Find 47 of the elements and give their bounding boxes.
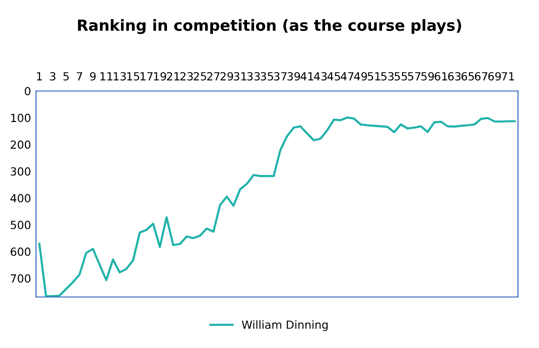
x-tick-label: 61 <box>434 72 448 81</box>
chart-title: Ranking in competition (as the course plays) <box>78 19 462 34</box>
y-tick-label: 100 <box>11 114 30 122</box>
x-tick-label: 41 <box>300 72 314 80</box>
x-tick-label: 67 <box>474 72 488 81</box>
x-tick-label: 21 <box>166 72 180 80</box>
x-tick-label: 65 <box>462 72 474 81</box>
x-tick-label: 57 <box>408 72 420 81</box>
x-tick-label: 37 <box>274 72 286 81</box>
x-tick-label: 47 <box>340 72 354 80</box>
x-tick-label: 53 <box>381 72 394 81</box>
x-tick-label: 35 <box>260 72 274 81</box>
x-tick-label: 45 <box>327 72 340 81</box>
x-tick-label: 71 <box>502 72 514 80</box>
x-tick-label: 29 <box>220 72 234 81</box>
y-tick-label: 400 <box>10 194 30 202</box>
y-tick-label: 500 <box>10 220 30 230</box>
x-tick-label: 33 <box>247 72 260 81</box>
x-tick-label: 51 <box>368 72 380 81</box>
x-tick-label: 5 <box>63 72 69 81</box>
x-tick-label: 31 <box>234 72 246 81</box>
x-tick-label: 19 <box>154 72 166 81</box>
x-tick-label: 27 <box>207 72 220 80</box>
x-tick-label: 15 <box>127 72 140 81</box>
x-tick-label: 39 <box>288 72 300 81</box>
y-tick-label: 700 <box>10 274 30 283</box>
x-tick-label: 13 <box>114 72 126 81</box>
legend-label: William Dinning <box>242 320 328 332</box>
x-tick-label: 25 <box>194 72 206 81</box>
x-tick-label: 9 <box>90 72 96 81</box>
x-tick-label: 17 <box>140 72 153 80</box>
line-series <box>38 116 516 297</box>
x-tick-label: 63 <box>448 72 461 81</box>
x-tick-label: 7 <box>76 72 82 80</box>
x-tick-label: 1 <box>37 72 42 80</box>
x-tick-label: 55 <box>394 72 407 81</box>
x-tick-label: 59 <box>421 72 434 81</box>
y-tick-label: 200 <box>10 140 30 149</box>
y-tick-label: 300 <box>10 167 30 176</box>
x-tick-label: 11 <box>100 72 112 80</box>
y-tick-label: 600 <box>10 247 30 256</box>
x-tick-label: 23 <box>180 72 193 81</box>
x-tick-label: 3 <box>50 72 56 81</box>
x-tick-label: 43 <box>314 72 327 81</box>
x-tick-label: 69 <box>488 72 501 81</box>
y-tick-label: 0 <box>24 86 30 96</box>
x-tick-label: 49 <box>354 72 367 81</box>
